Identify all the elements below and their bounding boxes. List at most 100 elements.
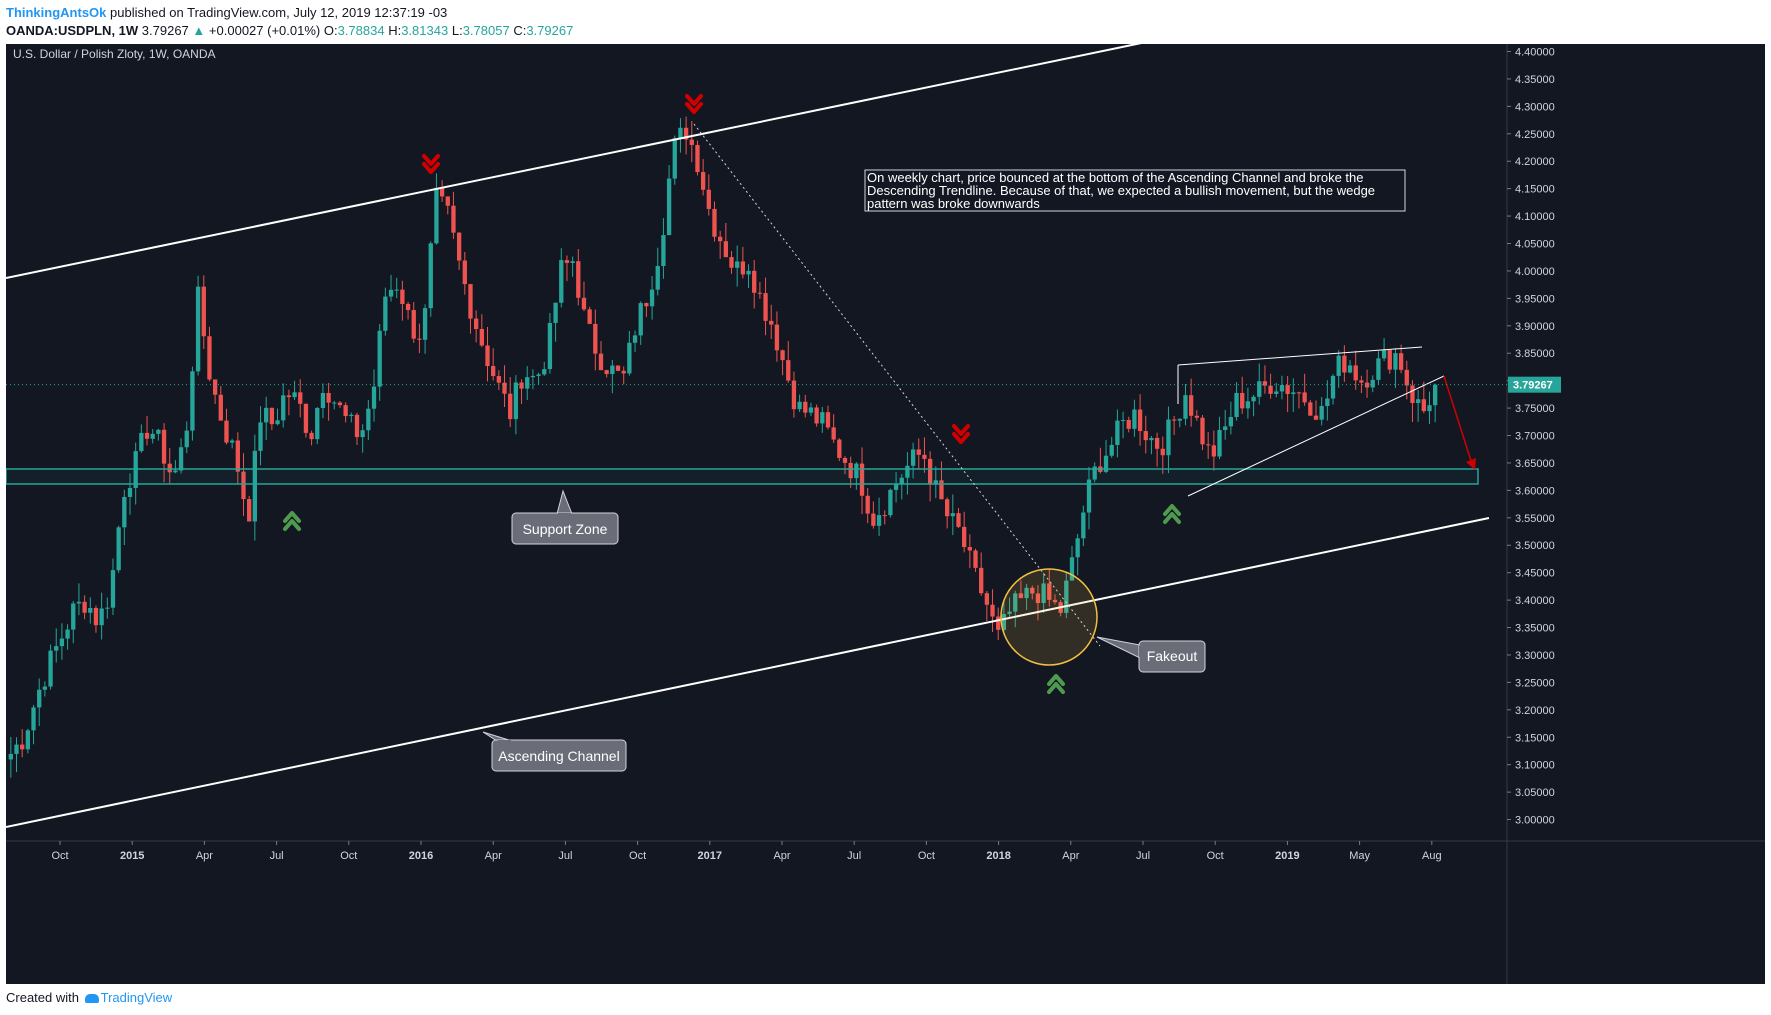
- price-tick-label: 3.15000: [1515, 732, 1555, 744]
- support-zone-callout[interactable]: Support Zone: [511, 489, 619, 545]
- descending-trendline[interactable]: [693, 123, 1101, 647]
- candle-body: [190, 371, 195, 431]
- candle-body: [258, 422, 263, 451]
- price-tick-label: 4.15000: [1515, 184, 1555, 196]
- price-axis[interactable]: 4.40000 4.35000 4.30000 4.25000 4.20000 4.150…: [1506, 44, 1555, 984]
- candle-body: [899, 477, 904, 485]
- candle-body: [621, 370, 626, 374]
- candle-body: [76, 601, 82, 604]
- candle-body: [712, 208, 717, 237]
- candle-body: [933, 480, 938, 485]
- candle-body: [530, 375, 536, 378]
- candle-body: [59, 638, 65, 647]
- candle-body: [456, 232, 462, 261]
- candle-body: [332, 402, 337, 404]
- candle-body: [1013, 593, 1018, 612]
- candle-body: [247, 499, 252, 522]
- candle-body: [910, 449, 916, 466]
- candle-body: [791, 380, 797, 410]
- candle-body: [354, 414, 360, 438]
- candle-body: [1251, 396, 1256, 402]
- price-chart[interactable]: Support Zone Ascending Channel Fakeout: [5, 39, 1765, 984]
- candle-body: [377, 330, 382, 387]
- candle-body: [428, 243, 433, 309]
- time-axis[interactable]: Oct 2015 Apr Jul Oct 2016 Apr Jul Oct 2017 Apr Jul O…: [6, 840, 1765, 862]
- candle-body: [82, 601, 87, 613]
- projection-arrow-line[interactable]: [1443, 375, 1473, 465]
- candle-body: [400, 289, 405, 304]
- candle-body: [1410, 385, 1415, 404]
- candle-body: [445, 196, 450, 206]
- analysis-note[interactable]: On weekly chart, price bounced at the bo…: [864, 169, 1406, 212]
- candle-body: [944, 499, 950, 517]
- candle-body: [42, 686, 48, 690]
- price-tick-label: 3.60000: [1515, 485, 1555, 497]
- candle-body: [1086, 479, 1092, 513]
- fakeout-callout[interactable]: Fakeout: [1096, 636, 1206, 673]
- candle-body: [1188, 395, 1194, 416]
- candle-body: [207, 336, 212, 380]
- candle-body: [1291, 392, 1296, 395]
- wedge-lower-line[interactable]: [1187, 375, 1445, 497]
- candle-body: [1364, 382, 1370, 388]
- price-tick-label: 4.25000: [1515, 129, 1555, 141]
- candle-body: [848, 462, 853, 479]
- candle-body: [1166, 419, 1171, 456]
- candle-body: [139, 432, 144, 452]
- candle-body: [604, 370, 609, 375]
- candle-body: [939, 480, 944, 500]
- candle-body: [1177, 418, 1182, 421]
- candle-body: [1081, 512, 1086, 539]
- candle-body: [1206, 444, 1211, 446]
- candle-body: [1194, 415, 1199, 418]
- candle-body: [859, 463, 865, 496]
- time-tick-label: Jul: [558, 850, 572, 862]
- candle-body: [1137, 409, 1143, 432]
- candle-body: [298, 392, 303, 404]
- candle-body: [1092, 466, 1097, 480]
- up-arrow-icon: [283, 511, 301, 531]
- candle-body: [1109, 444, 1114, 456]
- time-tick-label: Apr: [1062, 850, 1079, 862]
- candle-body: [485, 345, 490, 367]
- candle-body: [553, 302, 558, 323]
- candle-body: [1018, 593, 1024, 599]
- candle-body: [967, 547, 973, 551]
- candle-body: [161, 429, 167, 464]
- candle-body: [144, 432, 150, 439]
- wedge-upper-line[interactable]: [1177, 346, 1423, 366]
- candle-body: [820, 412, 825, 424]
- ascending-channel-callout[interactable]: Ascending Channel: [482, 731, 627, 772]
- channel-lower-line[interactable]: [5, 517, 1490, 828]
- candle-body: [525, 377, 530, 389]
- time-tick-label: 2019: [1275, 850, 1299, 862]
- time-tick-label: Oct: [1207, 850, 1224, 862]
- candle-body: [1308, 402, 1313, 416]
- last-price-badge: 3.79267: [1508, 376, 1561, 393]
- candle-body: [491, 366, 496, 377]
- candle-body: [1007, 611, 1012, 614]
- candle-body: [241, 471, 246, 500]
- candle-body: [178, 447, 184, 471]
- channel-upper-line[interactable]: [5, 39, 1157, 279]
- candle-body: [1069, 557, 1075, 581]
- candle-body: [587, 309, 592, 324]
- candle-body: [1120, 419, 1126, 421]
- candle-body: [519, 382, 524, 389]
- candle-body: [201, 286, 206, 337]
- chart-area[interactable]: Support Zone Ascending Channel Fakeout: [5, 39, 1765, 984]
- candle-body: [1143, 431, 1148, 441]
- support-zone-box[interactable]: [5, 468, 1479, 485]
- tradingview-link[interactable]: TradingView: [100, 990, 173, 1005]
- candle-body: [320, 392, 326, 409]
- author-link[interactable]: ThinkingAntsOk: [6, 5, 107, 20]
- fakeout-circle[interactable]: [1000, 568, 1098, 666]
- candle-body: [1223, 426, 1228, 431]
- change-value: +0.00027 (+0.01%): [208, 23, 321, 38]
- price-tick-label: 3.70000: [1515, 431, 1555, 443]
- candle-body: [962, 526, 967, 548]
- time-tick-label: Apr: [485, 850, 502, 862]
- open-label: O:: [323, 23, 338, 38]
- candle-body: [1149, 437, 1154, 441]
- candle-body: [218, 394, 223, 421]
